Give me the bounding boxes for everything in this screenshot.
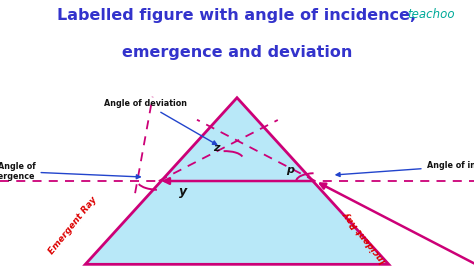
- Text: Angle of incidence: Angle of incidence: [336, 161, 474, 176]
- Text: Emergent Ray: Emergent Ray: [47, 195, 99, 256]
- Text: p: p: [287, 165, 294, 175]
- Text: Incident Ray: Incident Ray: [341, 209, 388, 264]
- Text: Angle of
emergence: Angle of emergence: [0, 162, 140, 181]
- Text: y: y: [179, 185, 188, 198]
- Text: emergence and deviation: emergence and deviation: [122, 45, 352, 60]
- Text: Angle of deviation: Angle of deviation: [104, 99, 217, 144]
- Text: Labelled figure with angle of incidence,: Labelled figure with angle of incidence,: [57, 8, 417, 24]
- Text: z: z: [213, 143, 220, 153]
- Polygon shape: [85, 98, 389, 264]
- Text: teachoo: teachoo: [408, 8, 455, 21]
